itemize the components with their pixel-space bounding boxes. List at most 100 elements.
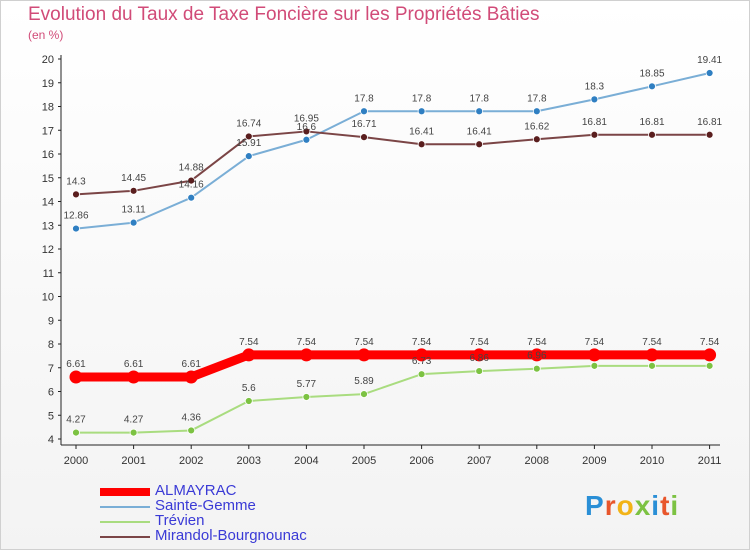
legend-label: Sainte-Gemme bbox=[155, 497, 256, 514]
y-tick-label: 12 bbox=[42, 244, 54, 256]
x-tick-label: 2009 bbox=[582, 455, 606, 467]
data-label: 16.62 bbox=[524, 121, 549, 132]
data-point bbox=[129, 218, 138, 227]
series-line bbox=[75, 130, 710, 196]
data-point bbox=[72, 428, 80, 437]
data-point bbox=[244, 132, 253, 141]
data-label: 7.54 bbox=[642, 337, 662, 348]
data-label: 5.6 bbox=[242, 383, 256, 394]
legend-swatch bbox=[100, 536, 150, 538]
y-tick-label: 4 bbox=[48, 434, 54, 446]
data-point bbox=[475, 367, 484, 375]
data-label: 16.81 bbox=[697, 117, 722, 128]
x-tick-label: 2007 bbox=[467, 455, 491, 467]
data-label: 6.61 bbox=[66, 359, 86, 370]
data-point bbox=[648, 361, 656, 370]
data-label: 17.8 bbox=[412, 93, 432, 104]
x-tick-label: 2004 bbox=[294, 455, 318, 467]
data-label: 7.54 bbox=[354, 337, 374, 348]
data-point bbox=[472, 348, 486, 362]
legend-swatch bbox=[100, 488, 150, 496]
data-point bbox=[72, 190, 80, 199]
data-label: 14.88 bbox=[179, 163, 204, 174]
data-label: 6.61 bbox=[124, 359, 144, 370]
y-tick-label: 13 bbox=[42, 220, 54, 232]
legend-label: Trévien bbox=[155, 512, 205, 529]
proxiti-logo: Proxiti bbox=[585, 490, 679, 522]
data-label: 14.45 bbox=[121, 173, 146, 184]
data-point bbox=[360, 133, 368, 142]
data-point bbox=[417, 370, 426, 379]
data-label: 13.11 bbox=[121, 205, 146, 216]
y-tick-label: 5 bbox=[48, 410, 54, 422]
data-label: 16.41 bbox=[409, 126, 434, 137]
data-point bbox=[590, 130, 599, 139]
data-point bbox=[532, 107, 541, 116]
x-tick-label: 2010 bbox=[640, 455, 664, 467]
logo-letter: x bbox=[634, 490, 652, 521]
y-tick-label: 7 bbox=[48, 363, 54, 375]
legend-swatch bbox=[100, 521, 150, 523]
data-point bbox=[648, 130, 656, 139]
data-point bbox=[705, 130, 714, 139]
y-tick-label: 15 bbox=[42, 173, 54, 185]
data-point bbox=[127, 370, 141, 384]
data-point bbox=[530, 348, 544, 362]
data-label: 6.61 bbox=[181, 359, 201, 370]
data-point bbox=[475, 140, 484, 149]
x-tick-label: 2006 bbox=[409, 455, 433, 467]
data-label: 16.6 bbox=[297, 122, 317, 133]
data-point bbox=[590, 95, 599, 104]
data-point bbox=[302, 393, 311, 401]
y-tick-label: 16 bbox=[42, 149, 54, 161]
data-point bbox=[244, 152, 253, 161]
x-tick-label: 2001 bbox=[121, 455, 145, 467]
data-label: 17.8 bbox=[527, 93, 547, 104]
y-tick-label: 9 bbox=[48, 315, 54, 327]
data-point bbox=[703, 348, 717, 362]
data-label: 7.54 bbox=[412, 337, 432, 348]
y-tick-label: 11 bbox=[43, 268, 54, 280]
data-label: 5.89 bbox=[354, 376, 374, 387]
x-tick-label: 2011 bbox=[698, 455, 722, 467]
data-label: 17.8 bbox=[469, 93, 489, 104]
series-line bbox=[75, 72, 710, 230]
legend-swatch bbox=[100, 506, 150, 508]
y-tick-label: 20 bbox=[42, 54, 54, 66]
data-point bbox=[129, 428, 138, 437]
y-tick-label: 10 bbox=[42, 292, 54, 304]
data-label: 7.54 bbox=[297, 337, 317, 348]
x-tick-label: 2003 bbox=[237, 455, 261, 467]
y-tick-label: 17 bbox=[42, 125, 54, 137]
data-label: 7.54 bbox=[469, 337, 489, 348]
data-label: 14.16 bbox=[179, 180, 204, 191]
data-label: 16.74 bbox=[236, 118, 261, 129]
data-point bbox=[187, 193, 196, 202]
data-point bbox=[242, 348, 256, 362]
data-point bbox=[129, 186, 138, 195]
data-point bbox=[417, 107, 426, 116]
data-point bbox=[645, 348, 659, 362]
data-point bbox=[532, 364, 541, 373]
data-label: 16.71 bbox=[351, 119, 376, 130]
data-point bbox=[590, 361, 599, 370]
data-point bbox=[187, 176, 196, 185]
data-point bbox=[299, 348, 313, 362]
data-label: 16.81 bbox=[639, 117, 664, 128]
logo-letter: i bbox=[651, 490, 661, 521]
logo-letter: t bbox=[660, 490, 671, 521]
data-label: 4.27 bbox=[66, 415, 86, 426]
data-point bbox=[302, 135, 311, 144]
legend-label: ALMAYRAC bbox=[155, 482, 237, 499]
x-tick-label: 2008 bbox=[525, 455, 549, 467]
y-tick-label: 19 bbox=[42, 78, 54, 90]
data-point bbox=[360, 390, 368, 399]
x-tick-label: 2005 bbox=[352, 455, 376, 467]
data-point bbox=[357, 348, 371, 362]
data-label: 18.3 bbox=[585, 81, 605, 92]
data-point bbox=[244, 397, 253, 405]
y-tick-label: 18 bbox=[42, 102, 54, 114]
x-tick-label: 2002 bbox=[179, 455, 203, 467]
data-label: 19.41 bbox=[697, 55, 722, 66]
